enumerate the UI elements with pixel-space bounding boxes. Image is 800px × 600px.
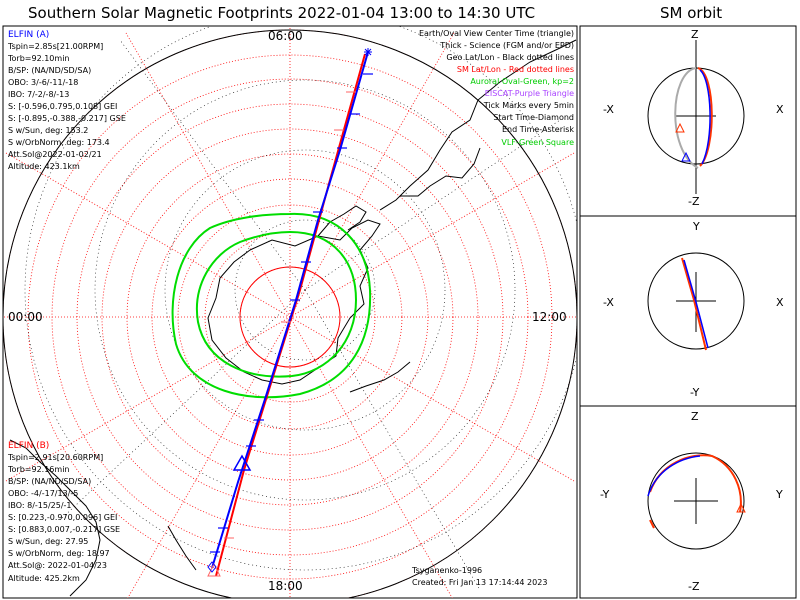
- mlt-label-right: 12:00: [532, 310, 567, 324]
- peninsula-coast: [317, 205, 367, 237]
- legend-item: Earth/Oval View Center Time (triangle): [419, 29, 574, 38]
- legend-item: SM Lat/Lon - Red dotted lines: [457, 65, 574, 74]
- orbit-panel-yz: Z -Z -Y Y: [579, 405, 797, 599]
- map-boundary: [3, 29, 577, 598]
- elfin-b-name: ELFIN (B): [8, 441, 49, 451]
- elfin-a-line: B/SP: (NA/ND/SD/SA): [8, 66, 91, 75]
- elfin-b-ticks: [224, 91, 356, 539]
- legend-item: Tick Marks every 5min: [483, 101, 574, 110]
- elfin-a-info: ELFIN (A) Tspin=2.85s[21.00RPM] Torb=92.…: [7, 30, 126, 171]
- south-america-coast-2: [400, 147, 481, 197]
- orbit-axis-label: -X: [603, 296, 614, 309]
- elfin-a-line: S: [-0.895,-0.388,-0.217] GSE: [8, 114, 126, 123]
- polar-map: [3, 26, 577, 598]
- elfin-b-line: Tspin=2.91s[20.60RPM]: [7, 453, 103, 462]
- orbit-title: SM orbit: [660, 4, 722, 22]
- elfin-a-line: S w/Sun, deg: 153.2: [8, 126, 88, 135]
- elfin-a-line: Altitude: 423.1km: [8, 162, 80, 171]
- orbit-axis-label: Y: [692, 220, 700, 233]
- end-asterisk: [364, 48, 372, 56]
- center-time-triangle-a: [232, 454, 252, 471]
- model-label: Tsyganenko-1996: [411, 566, 482, 575]
- legend: Earth/Oval View Center Time (triangle) T…: [419, 29, 574, 147]
- orbit-axis-label: X: [776, 103, 784, 116]
- new-zealand-coast: [167, 525, 197, 571]
- elfin-a-line: Tspin=2.85s[21.00RPM]: [7, 42, 103, 51]
- legend-item: Thick - Science (FGM and/or EPD): [439, 41, 574, 50]
- elfin-a-line: S w/OrbNorm, deg: 173.4: [8, 138, 110, 147]
- legend-item: Start Time-Diamond: [493, 113, 574, 122]
- legend-item: EISCAT-Purple Triangle: [485, 89, 574, 98]
- orbit-axis-label: -Y: [600, 488, 610, 501]
- elfin-a-ticks: [210, 73, 373, 553]
- elfin-a-line: Att.Sol@2022-01-02/21: [8, 150, 102, 159]
- created-label: Created: Fri Jan 13 17:14:44 2023: [412, 578, 547, 587]
- legend-item: Geo Lat/Lon - Black dotted lines: [446, 53, 574, 62]
- orbit-axis-label: -Z: [688, 580, 700, 593]
- elfin-b-line: S w/Sun, deg: 27.95: [8, 537, 88, 546]
- elfin-a-line: OBO: 3/-6/-11/-18: [8, 78, 78, 87]
- mlt-label-top: 06:00: [268, 29, 303, 43]
- legend-item: Auroral Oval-Green, kp=2: [470, 77, 574, 86]
- elfin-a-line: S: [-0.596,0.795,0.108] GEI: [8, 102, 117, 111]
- elfin-b-line: S: [0.883,0.007,-0.217] GSE: [8, 525, 120, 534]
- elfin-b-line: OBO: -4/-17/13/-5: [8, 489, 78, 498]
- africa-coast: [349, 361, 411, 393]
- legend-item: VLF-Green Square: [501, 138, 574, 147]
- start-diamond: [207, 561, 217, 573]
- elfin-b-line: B/SP: (NA/ND/SD/SA): [8, 477, 91, 486]
- geo-grid: [24, 26, 577, 591]
- elfin-a-line: IBO: 7/-2/-8/-13: [8, 90, 69, 99]
- auroral-oval-outer: [171, 212, 372, 399]
- mlt-label-bottom: 18:00: [268, 579, 303, 593]
- elfin-a-line: Torb=92.10min: [7, 54, 69, 63]
- south-america-coast: [379, 39, 577, 211]
- auroral-oval-inner: [195, 230, 358, 378]
- mlt-label-left: 00:00: [8, 310, 43, 324]
- figure-title: Southern Solar Magnetic Footprints 2022-…: [28, 4, 535, 22]
- elfin-b-line: S: [0.223,-0.970,0.096] GEI: [8, 513, 117, 522]
- orbit-axis-label: -X: [603, 103, 614, 116]
- orbit-axis-label: X: [776, 296, 784, 309]
- elfin-b-line: Att.Sol@: 2022-01-04/23: [8, 561, 107, 570]
- orbit-panel-xz: Z -Z -X X: [579, 25, 797, 217]
- elfin-b-line: Torb=92.16min: [7, 465, 69, 474]
- elfin-b-line: S w/OrbNorm, deg: 18.97: [8, 549, 110, 558]
- australia-coast: [9, 439, 101, 597]
- orbit-panel-xy: Y -Y -X X: [579, 215, 797, 407]
- orbit-axis-label: -Y: [690, 386, 700, 399]
- orbit-axis-label: -Z: [688, 195, 700, 208]
- sm-inner-circle: [239, 266, 341, 368]
- elfin-b-line: IBO: 8/-15/25/-1: [8, 501, 72, 510]
- orbit-axis-label: Z: [691, 28, 699, 41]
- elfin-a-name: ELFIN (A): [8, 30, 49, 40]
- legend-item: End Time-Asterisk: [502, 125, 574, 134]
- orbit-axis-label: Y: [775, 488, 783, 501]
- sm-lon-grid: [3, 26, 577, 598]
- orbit-axis-label: Z: [691, 410, 699, 423]
- elfin-b-info: ELFIN (B) Tspin=2.91s[20.60RPM] Torb=92.…: [7, 441, 120, 583]
- elfin-b-line: Altitude: 425.2km: [8, 574, 80, 583]
